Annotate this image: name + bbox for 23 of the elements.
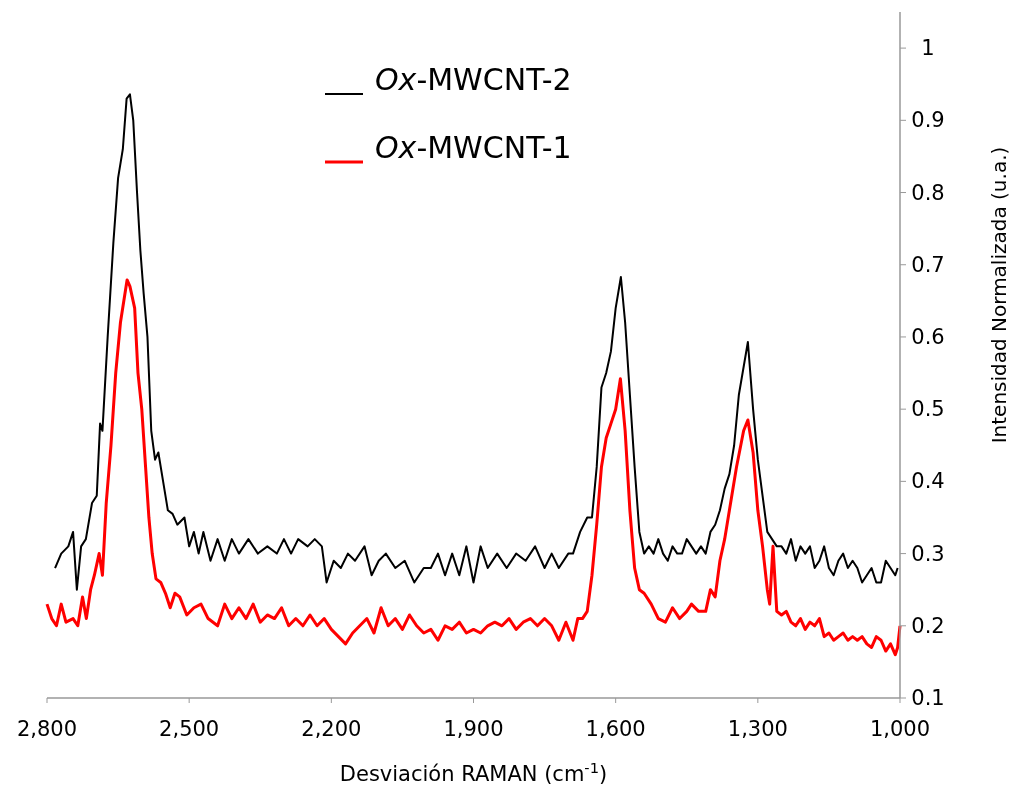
x-tick-label: 1,900 [443,717,504,741]
x-axis-title: Desviación RAMAN (cm$^{-1}$) [339,758,608,786]
y-tick-label: 0.5 [911,397,945,422]
x-tick-label: 1,300 [727,717,788,741]
line-series [54,93,899,591]
x-tick-label: 2,800 [16,717,78,741]
legend-label: Ox-MWCNT-2 [375,62,572,97]
y-axis-title: Intensidad Normalizada (u.a.) [987,146,1011,444]
x-tick-label: 2,200 [301,717,362,741]
y-tick-label: 0.8 [911,180,945,205]
y-tick-label: 0.9 [911,108,945,133]
y-tick-label: 1 [921,36,935,61]
line-series [45,278,902,657]
y-tick-label: 0.1 [911,686,945,710]
y-tick-label: 0.4 [911,469,945,494]
y-tick-label: 0.3 [911,541,945,566]
x-tick-label: 2,500 [159,717,220,741]
y-tick-label: 0.6 [911,324,945,349]
y-tick-label: 0.2 [911,613,945,638]
y-tick-label: 0.7 [911,252,945,277]
x-tick-label: 1,600 [585,717,646,741]
legend-label: Ox-MWCNT-1 [375,130,572,165]
x-tick-label: 1,000 [869,717,931,741]
